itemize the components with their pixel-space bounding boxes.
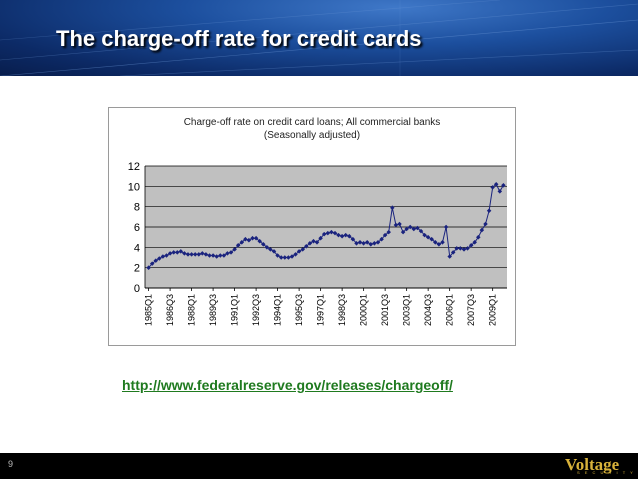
data-point bbox=[379, 236, 384, 242]
y-tick-label: 12 bbox=[128, 161, 140, 173]
data-point bbox=[171, 250, 176, 255]
x-tick-label: 1988Q1 bbox=[187, 294, 197, 326]
x-axis-ticks: 1985Q1 1986Q3 1988Q1 1989Q3 1991Q1 1992Q3 1994… bbox=[144, 288, 498, 326]
data-point bbox=[476, 234, 481, 240]
data-point bbox=[429, 236, 434, 242]
source-link[interactable]: http://www.federalreserve.gov/releases/c… bbox=[122, 377, 453, 393]
data-point bbox=[275, 253, 280, 258]
chart: Charge-off rate on credit card loans; Al… bbox=[128, 117, 507, 326]
y-tick-label: 4 bbox=[134, 242, 140, 254]
data-point bbox=[447, 254, 452, 259]
footer-bar: 9 Voltage S E C U R I T Y bbox=[0, 453, 638, 479]
y-tick-label: 6 bbox=[134, 222, 140, 234]
data-point bbox=[368, 242, 374, 247]
slide-title: The charge-off rate for credit cards bbox=[56, 26, 422, 51]
data-point bbox=[450, 250, 456, 255]
data-point bbox=[347, 233, 352, 239]
data-point bbox=[296, 249, 302, 254]
data-point bbox=[261, 242, 266, 247]
page-number: 9 bbox=[8, 459, 14, 469]
x-tick-label: 1997Q1 bbox=[316, 294, 326, 326]
y-tick-label: 0 bbox=[134, 283, 140, 295]
x-tick-label: 2006Q1 bbox=[445, 294, 455, 326]
x-tick-label: 2007Q3 bbox=[466, 294, 476, 326]
data-point bbox=[253, 235, 259, 241]
data-point bbox=[454, 246, 459, 251]
data-point bbox=[411, 226, 417, 232]
data-point bbox=[264, 245, 270, 250]
brand-tagline: S E C U R I T Y bbox=[577, 470, 635, 475]
data-point bbox=[325, 230, 331, 236]
data-point bbox=[307, 241, 313, 246]
x-tick-label: 2001Q3 bbox=[380, 294, 390, 326]
data-point bbox=[257, 238, 262, 244]
x-tick-label: 1989Q3 bbox=[208, 294, 218, 326]
chart-subtitle: (Seasonally adjusted) bbox=[264, 130, 360, 141]
grid-lines bbox=[144, 165, 507, 289]
x-tick-label: 1998Q3 bbox=[337, 294, 347, 326]
data-point bbox=[185, 252, 191, 257]
data-point bbox=[311, 238, 316, 244]
x-tick-label: 1995Q3 bbox=[294, 294, 304, 326]
chart-image: Charge-off rate on credit card loans; Al… bbox=[108, 107, 516, 346]
data-point bbox=[192, 252, 198, 257]
y-tick-label: 2 bbox=[134, 263, 140, 275]
chart-title: Charge-off rate on credit card loans; Al… bbox=[184, 117, 441, 128]
data-point bbox=[235, 243, 241, 248]
x-tick-label: 2000Q1 bbox=[359, 294, 369, 326]
voltage-logo: Voltage S E C U R I T Y bbox=[565, 455, 633, 477]
x-tick-label: 2009Q1 bbox=[488, 294, 498, 326]
title-banner: The charge-off rate for credit cards bbox=[0, 0, 638, 76]
data-point bbox=[461, 247, 467, 252]
banner-decoration bbox=[0, 0, 638, 76]
y-tick-label: 8 bbox=[134, 202, 140, 214]
series-line bbox=[148, 183, 504, 269]
x-tick-label: 1985Q1 bbox=[144, 294, 154, 326]
data-point bbox=[497, 189, 503, 194]
y-tick-label: 10 bbox=[128, 181, 140, 193]
x-tick-label: 2004Q3 bbox=[423, 294, 433, 326]
x-tick-label: 1994Q1 bbox=[273, 294, 283, 326]
data-point bbox=[300, 247, 305, 252]
data-point bbox=[228, 250, 234, 255]
data-point bbox=[282, 255, 288, 260]
data-point bbox=[343, 232, 348, 238]
data-point bbox=[293, 252, 298, 257]
y-axis-ticks: 0 2 4 6 8 10 12 bbox=[128, 161, 140, 295]
data-point bbox=[271, 249, 277, 254]
brand-name: Voltage bbox=[565, 455, 620, 474]
x-tick-label: 1992Q3 bbox=[251, 294, 261, 326]
data-point bbox=[433, 240, 438, 245]
data-point bbox=[304, 244, 309, 249]
x-tick-label: 2003Q1 bbox=[402, 294, 412, 326]
data-point bbox=[286, 255, 291, 260]
data-point bbox=[390, 205, 395, 210]
data-point bbox=[289, 254, 295, 259]
x-tick-label: 1991Q1 bbox=[230, 294, 240, 326]
x-tick-label: 1986Q3 bbox=[165, 294, 175, 326]
data-point bbox=[318, 235, 323, 241]
